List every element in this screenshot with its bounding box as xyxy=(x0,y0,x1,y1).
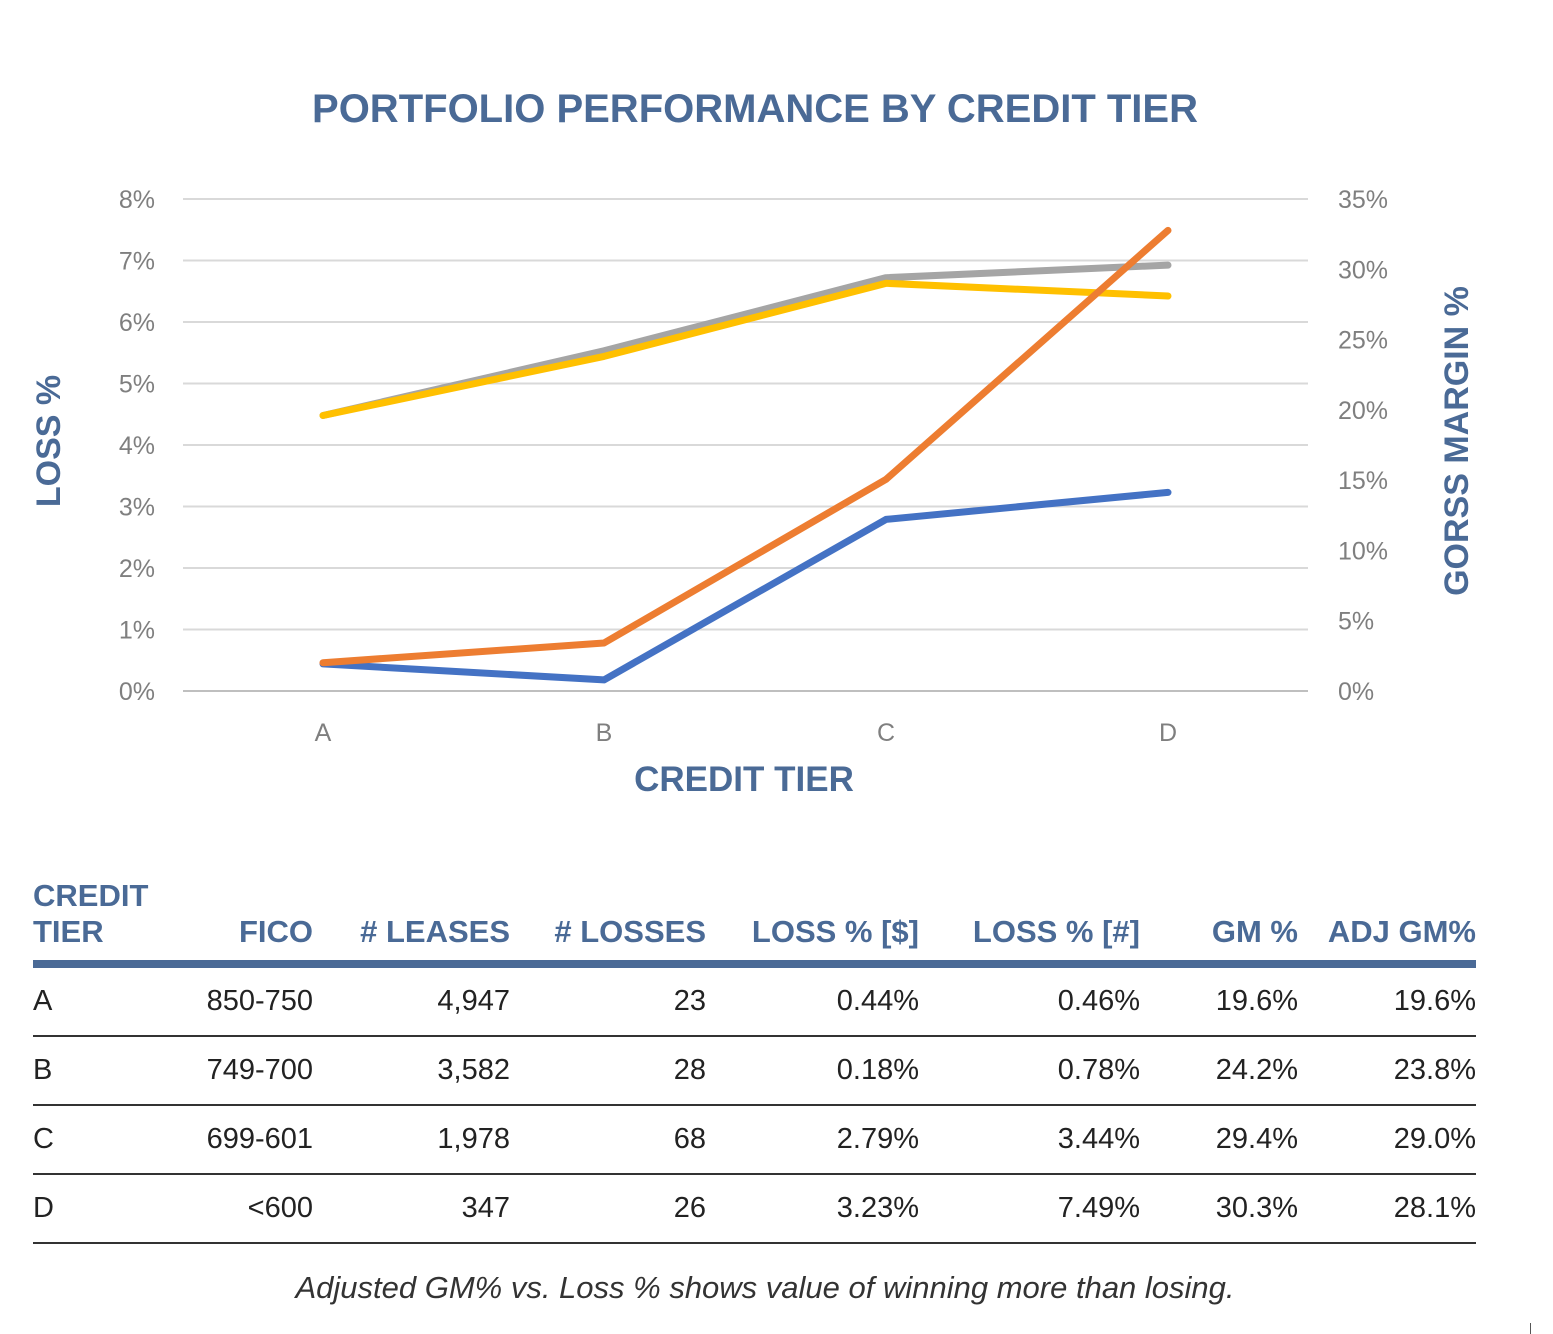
header-fico: FICO xyxy=(238,914,313,949)
table-row: A 850-750 4,947 23 0.44% 0.46% 19.6% 19.… xyxy=(33,964,1476,1037)
y-axis-right-ticks: 0% 5% 10% 15% 20% 25% 30% 35% xyxy=(1338,186,1388,706)
cell-tier: B xyxy=(33,1036,153,1106)
cell-losses: 26 xyxy=(510,1174,706,1244)
x-tick-label: B xyxy=(596,719,613,747)
cell-loss-dollar: 3.23% xyxy=(706,1174,919,1244)
cell-loss-dollar: 0.18% xyxy=(706,1036,919,1106)
y-tick-label: 0% xyxy=(119,678,155,706)
y2-tick-label: 15% xyxy=(1338,467,1388,495)
y-tick-label: 1% xyxy=(119,617,155,645)
y2-tick-label: 35% xyxy=(1338,186,1388,214)
footnote: Adjusted GM% vs. Loss % shows value of w… xyxy=(295,1270,1235,1305)
cell-loss-count: 3.44% xyxy=(919,1105,1140,1175)
y2-tick-label: 10% xyxy=(1338,537,1388,565)
cell-fico: 699-601 xyxy=(153,1105,313,1175)
y-axis-right-label: GORSS MARGIN % xyxy=(1438,286,1476,596)
table-row: B 749-700 3,582 28 0.18% 0.78% 24.2% 23.… xyxy=(33,1036,1476,1106)
cell-loss-dollar: 0.44% xyxy=(706,964,919,1037)
series-lines xyxy=(319,226,1172,684)
header-adj-gm: ADJ GM% xyxy=(1327,914,1476,949)
cell-leases: 1,978 xyxy=(313,1105,510,1175)
x-axis-label: CREDIT TIER xyxy=(634,760,854,799)
cell-leases: 4,947 xyxy=(313,964,510,1037)
cell-fico: <600 xyxy=(153,1174,313,1244)
header-loss-count: LOSS % [#] xyxy=(972,914,1140,949)
y-axis-left-ticks: 0% 1% 2% 3% 4% 5% 6% 7% 8% xyxy=(119,186,155,706)
gridlines xyxy=(183,198,1308,692)
cell-adj-gm: 23.8% xyxy=(1298,1036,1476,1106)
cell-loss-count: 0.46% xyxy=(919,964,1140,1037)
y-tick-label: 4% xyxy=(119,432,155,460)
header-leases: # LEASES xyxy=(360,914,510,949)
cell-loss-count: 7.49% xyxy=(919,1174,1140,1244)
y2-tick-label: 0% xyxy=(1338,678,1374,706)
y2-tick-label: 30% xyxy=(1338,256,1388,284)
series-line xyxy=(319,279,1172,419)
y2-tick-label: 5% xyxy=(1338,608,1374,636)
x-axis-ticks: A B C D xyxy=(315,719,1177,747)
table-header-row: CREDIT TIER FICO # LEASES # LOSSES LOSS %… xyxy=(33,878,1476,964)
cell-fico: 850-750 xyxy=(153,964,313,1037)
cell-gm: 29.4% xyxy=(1140,1105,1298,1175)
y2-tick-label: 20% xyxy=(1338,397,1388,425)
header-loss-dollar: LOSS % [$] xyxy=(751,914,919,949)
cell-tier: C xyxy=(33,1105,153,1175)
header-gm: GM % xyxy=(1211,914,1298,949)
cell-leases: 3,582 xyxy=(313,1036,510,1106)
cell-adj-gm: 28.1% xyxy=(1298,1174,1476,1244)
cell-loss-count: 0.78% xyxy=(919,1036,1140,1106)
x-tick-label: C xyxy=(877,719,895,747)
cell-loss-dollar: 2.79% xyxy=(706,1105,919,1175)
cell-losses: 68 xyxy=(510,1105,706,1175)
chart: PORTFOLIO PERFORMANCE BY CREDIT TIER 0% 1… xyxy=(30,87,1476,799)
performance-table: CREDIT TIER FICO # LEASES # LOSSES LOSS %… xyxy=(33,878,1476,1244)
cell-adj-gm: 19.6% xyxy=(1298,964,1476,1037)
cell-adj-gm: 29.0% xyxy=(1298,1105,1476,1175)
cell-losses: 28 xyxy=(510,1036,706,1106)
table-row: D <600 347 26 3.23% 7.49% 30.3% 28.1% xyxy=(33,1174,1476,1244)
corner-mark xyxy=(1530,1323,1531,1334)
y-tick-label: 8% xyxy=(119,186,155,214)
x-tick-label: A xyxy=(315,719,332,747)
series-line xyxy=(319,488,1172,684)
y-tick-label: 2% xyxy=(119,555,155,583)
cell-tier: D xyxy=(33,1174,153,1244)
y-tick-label: 5% xyxy=(119,371,155,399)
cell-tier: A xyxy=(33,964,153,1037)
cell-fico: 749-700 xyxy=(153,1036,313,1106)
cell-leases: 347 xyxy=(313,1174,510,1244)
y-tick-label: 6% xyxy=(119,309,155,337)
y2-tick-label: 25% xyxy=(1338,327,1388,355)
table-row: C 699-601 1,978 68 2.79% 3.44% 29.4% 29.… xyxy=(33,1105,1476,1175)
chart-title: PORTFOLIO PERFORMANCE BY CREDIT TIER xyxy=(312,87,1198,131)
y-tick-label: 3% xyxy=(119,494,155,522)
cell-losses: 23 xyxy=(510,964,706,1037)
y-axis-left-label: LOSS % xyxy=(30,375,68,507)
series-line xyxy=(319,226,1172,667)
cell-gm: 19.6% xyxy=(1140,964,1298,1037)
y-tick-label: 7% xyxy=(119,248,155,276)
cell-gm: 24.2% xyxy=(1140,1036,1298,1106)
x-tick-label: D xyxy=(1159,719,1177,747)
cell-gm: 30.3% xyxy=(1140,1174,1298,1244)
header-credit-tier: CREDIT TIER xyxy=(33,878,149,949)
header-losses: # LOSSES xyxy=(554,914,706,949)
